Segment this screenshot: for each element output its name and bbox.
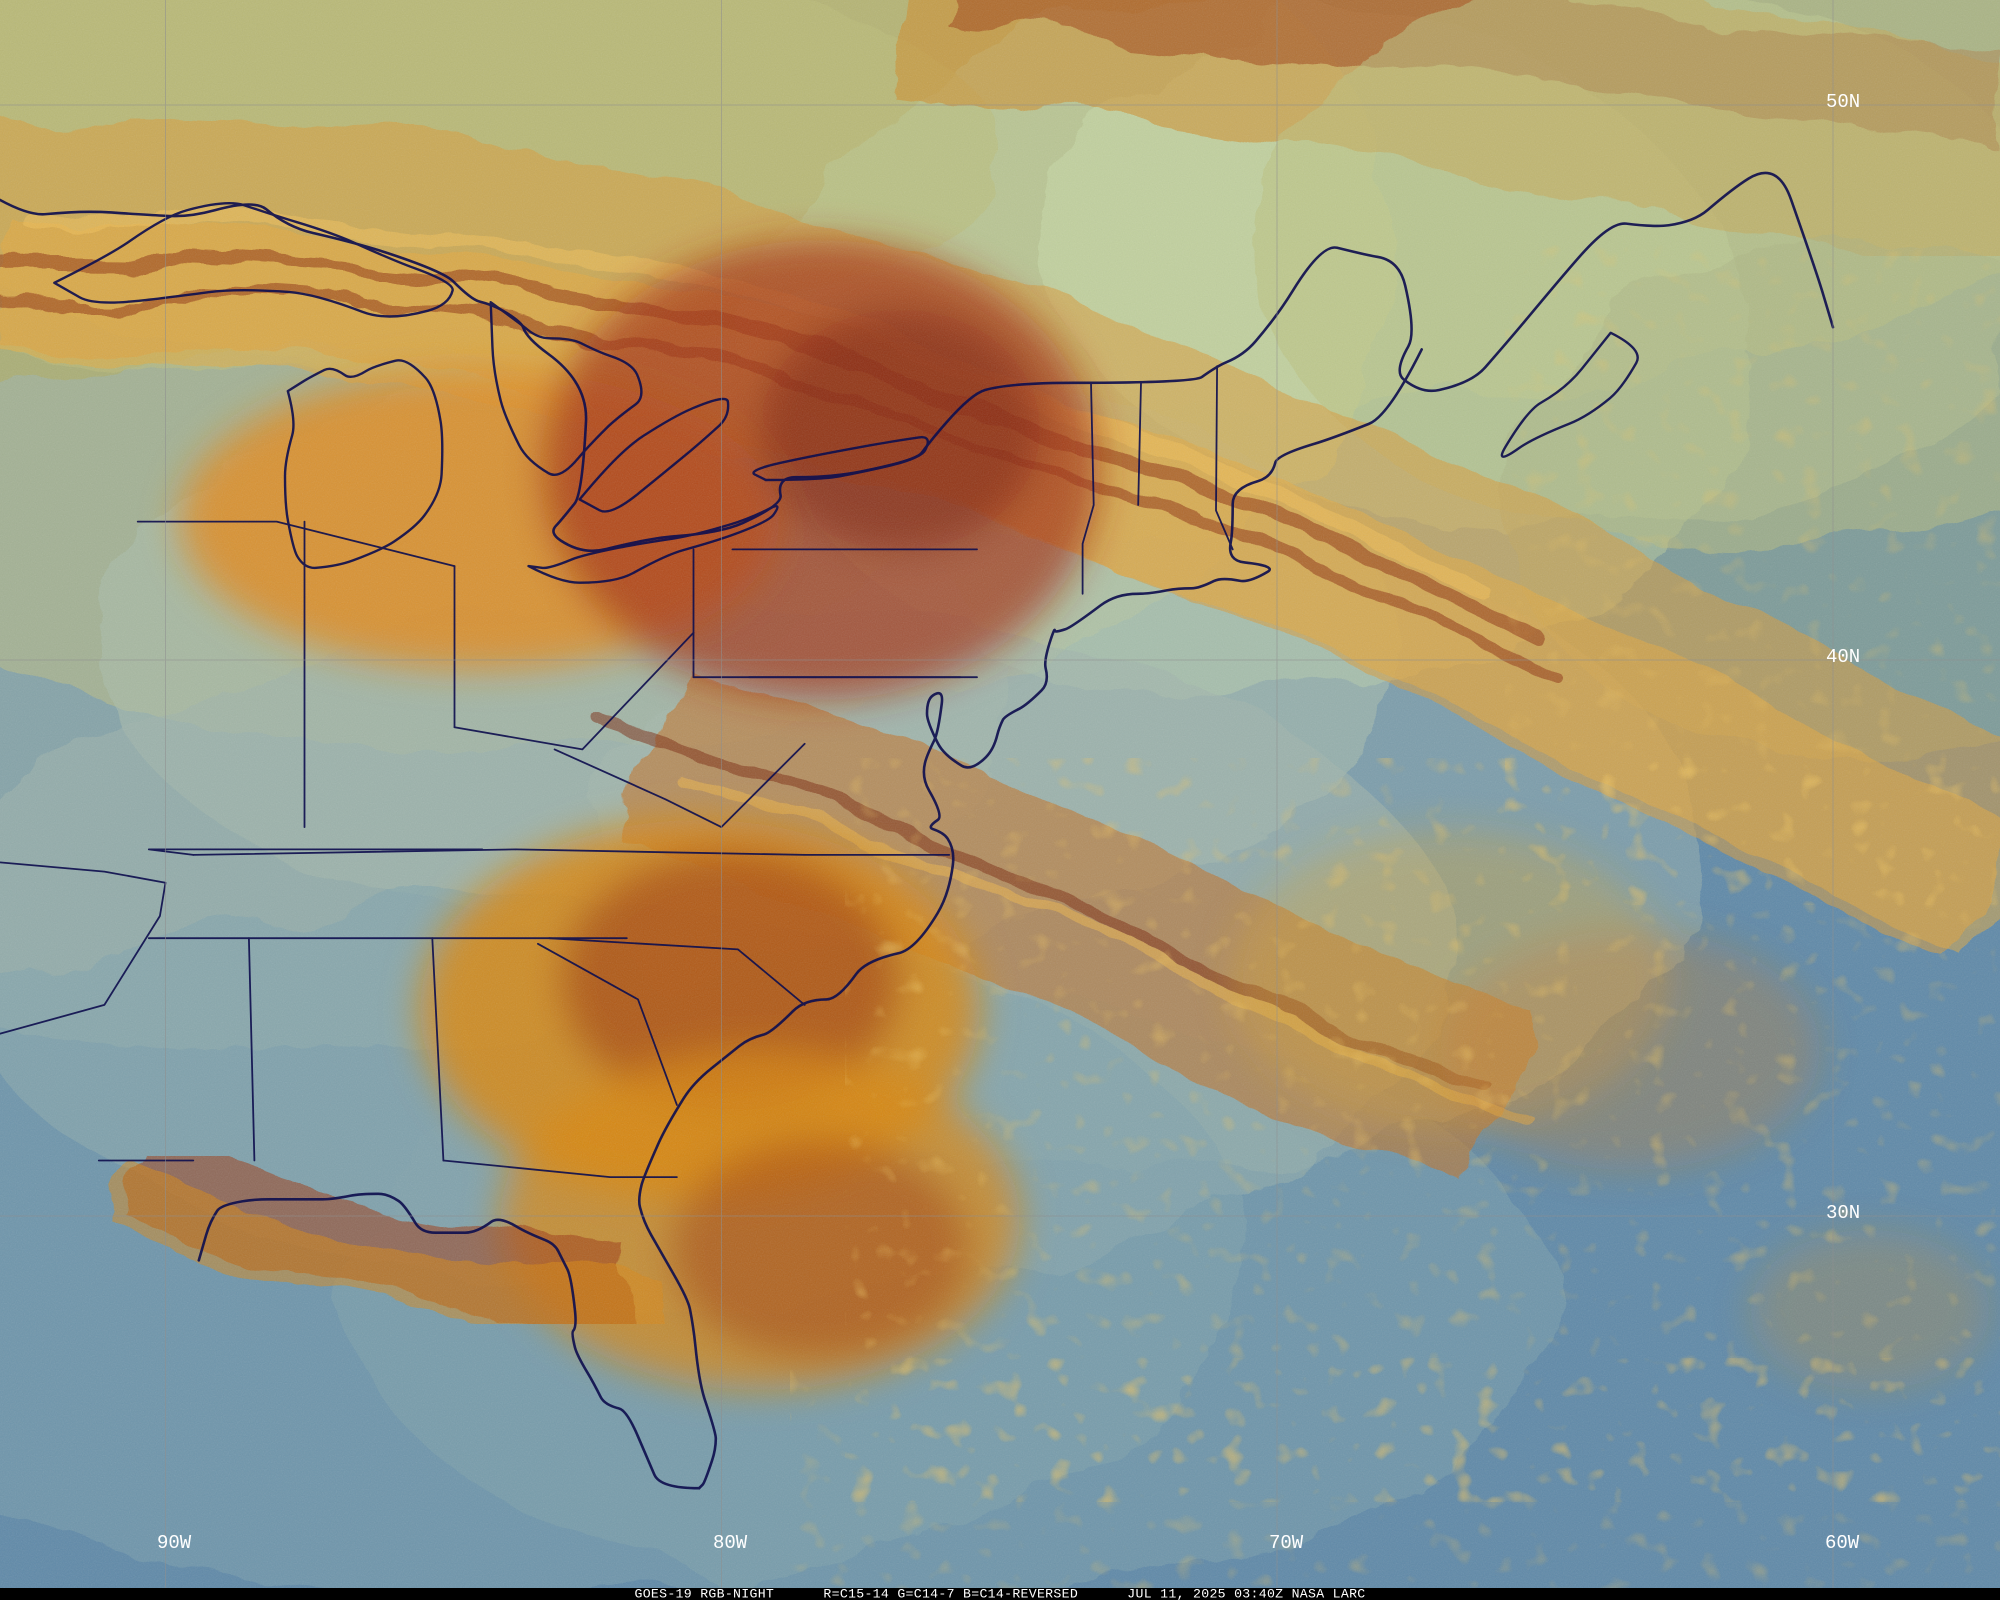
- svg-text:GOES-19 RGB-NIGHT R=C15-1: GOES-19 RGB-NIGHT R=C15-14 G=C14-7 B=C14…: [634, 1587, 1365, 1600]
- svg-text:30N: 30N: [1826, 1202, 1860, 1224]
- svg-text:70W: 70W: [1269, 1532, 1304, 1554]
- svg-text:60W: 60W: [1825, 1532, 1860, 1554]
- svg-text:40N: 40N: [1826, 646, 1860, 668]
- svg-text:80W: 80W: [713, 1532, 748, 1554]
- svg-text:90W: 90W: [157, 1532, 192, 1554]
- svg-text:50N: 50N: [1826, 91, 1860, 113]
